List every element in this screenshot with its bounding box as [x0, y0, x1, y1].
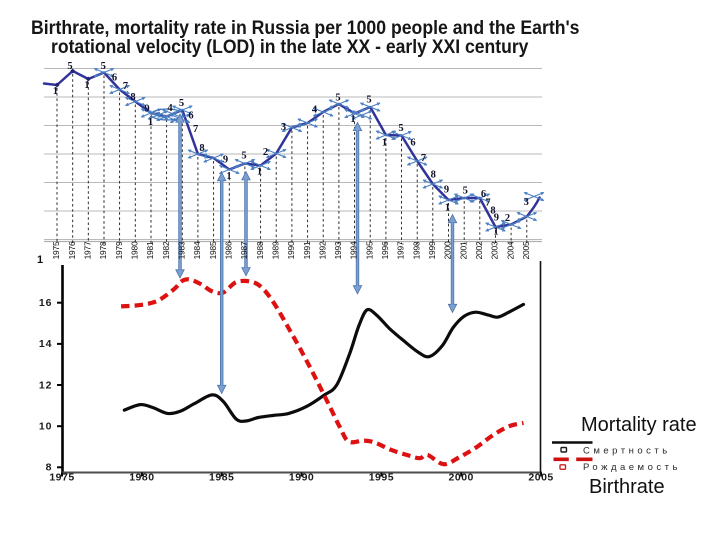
- svg-text:1981: 1981: [145, 241, 155, 259]
- svg-text:7: 7: [123, 81, 128, 92]
- svg-text:6: 6: [410, 137, 415, 148]
- svg-text:5: 5: [463, 185, 468, 196]
- svg-text:2: 2: [505, 213, 510, 224]
- svg-text:5: 5: [366, 94, 371, 105]
- svg-text:1979: 1979: [114, 241, 124, 259]
- svg-text:1980: 1980: [130, 241, 140, 259]
- svg-text:1985: 1985: [208, 241, 218, 259]
- svg-text:5: 5: [67, 61, 72, 72]
- svg-text:3: 3: [524, 197, 529, 208]
- svg-text:2: 2: [263, 147, 268, 158]
- svg-text:9: 9: [444, 184, 449, 195]
- svg-text:5: 5: [335, 93, 340, 104]
- svg-text:8: 8: [490, 206, 495, 217]
- svg-text:1993: 1993: [333, 241, 343, 259]
- svg-text:1: 1: [350, 114, 355, 125]
- svg-text:1990: 1990: [286, 241, 296, 259]
- svg-text:Смертность: Смертность: [583, 446, 671, 457]
- svg-text:2002: 2002: [474, 241, 484, 259]
- svg-text:1998: 1998: [411, 241, 421, 259]
- svg-text:12: 12: [39, 379, 53, 391]
- svg-text:10: 10: [39, 420, 53, 432]
- svg-text:9: 9: [144, 103, 149, 114]
- svg-text:1987: 1987: [239, 241, 249, 259]
- svg-text:1994: 1994: [349, 241, 359, 259]
- svg-text:1995: 1995: [369, 471, 394, 483]
- svg-text:5: 5: [101, 61, 106, 72]
- svg-text:1991: 1991: [302, 241, 312, 259]
- svg-text:1989: 1989: [270, 241, 280, 259]
- svg-text:1997: 1997: [396, 241, 406, 259]
- svg-text:1: 1: [257, 166, 262, 177]
- svg-text:2001: 2001: [458, 241, 468, 259]
- svg-text:Рождаемость: Рождаемость: [583, 462, 681, 473]
- svg-text:6: 6: [112, 72, 117, 83]
- svg-text:4: 4: [167, 103, 173, 114]
- svg-text:16: 16: [39, 297, 53, 309]
- svg-text:6: 6: [481, 189, 486, 200]
- svg-text:1996: 1996: [380, 241, 390, 259]
- svg-text:1: 1: [382, 137, 387, 148]
- svg-text:1: 1: [445, 202, 450, 213]
- svg-text:5: 5: [241, 150, 246, 161]
- svg-text:1: 1: [493, 226, 498, 237]
- svg-text:1: 1: [148, 117, 153, 128]
- svg-text:1: 1: [84, 80, 89, 91]
- svg-text:1990: 1990: [289, 471, 314, 483]
- svg-text:9: 9: [494, 213, 499, 224]
- svg-text:8: 8: [199, 143, 204, 154]
- svg-text:4: 4: [312, 104, 318, 115]
- svg-text:9: 9: [223, 154, 228, 165]
- svg-text:14: 14: [39, 338, 53, 350]
- svg-text:7: 7: [421, 153, 426, 164]
- svg-text:5: 5: [398, 123, 403, 134]
- svg-text:2004: 2004: [505, 241, 515, 259]
- svg-text:1995: 1995: [364, 241, 374, 259]
- svg-text:2003: 2003: [490, 241, 500, 259]
- svg-text:1986: 1986: [224, 241, 234, 259]
- svg-text:1975: 1975: [51, 241, 61, 259]
- svg-text:1983: 1983: [177, 241, 187, 259]
- svg-text:1984: 1984: [192, 241, 202, 259]
- svg-text:6: 6: [188, 110, 193, 121]
- svg-text:1980: 1980: [129, 471, 154, 483]
- svg-text:5: 5: [179, 98, 184, 109]
- svg-text:1978: 1978: [98, 241, 108, 259]
- svg-text:1975: 1975: [49, 471, 74, 483]
- svg-text:2005: 2005: [521, 241, 531, 259]
- svg-text:8: 8: [46, 462, 53, 474]
- svg-text:1999: 1999: [427, 241, 437, 259]
- svg-text:1988: 1988: [255, 241, 265, 259]
- svg-text:1977: 1977: [83, 241, 93, 259]
- svg-text:2005: 2005: [528, 471, 553, 483]
- svg-text:2000: 2000: [443, 241, 453, 259]
- svg-text:7: 7: [193, 124, 198, 135]
- svg-text:1992: 1992: [317, 241, 327, 259]
- svg-text:1976: 1976: [67, 241, 77, 259]
- svg-text:7: 7: [485, 197, 490, 208]
- svg-text:8: 8: [130, 92, 135, 103]
- svg-text:1982: 1982: [161, 241, 171, 259]
- svg-text:1: 1: [226, 171, 231, 182]
- svg-text:2000: 2000: [449, 471, 474, 483]
- svg-text:8: 8: [431, 169, 436, 180]
- svg-text:1985: 1985: [209, 471, 234, 483]
- svg-text:1: 1: [53, 86, 58, 97]
- svg-text:1: 1: [37, 254, 43, 266]
- svg-text:3: 3: [281, 122, 286, 133]
